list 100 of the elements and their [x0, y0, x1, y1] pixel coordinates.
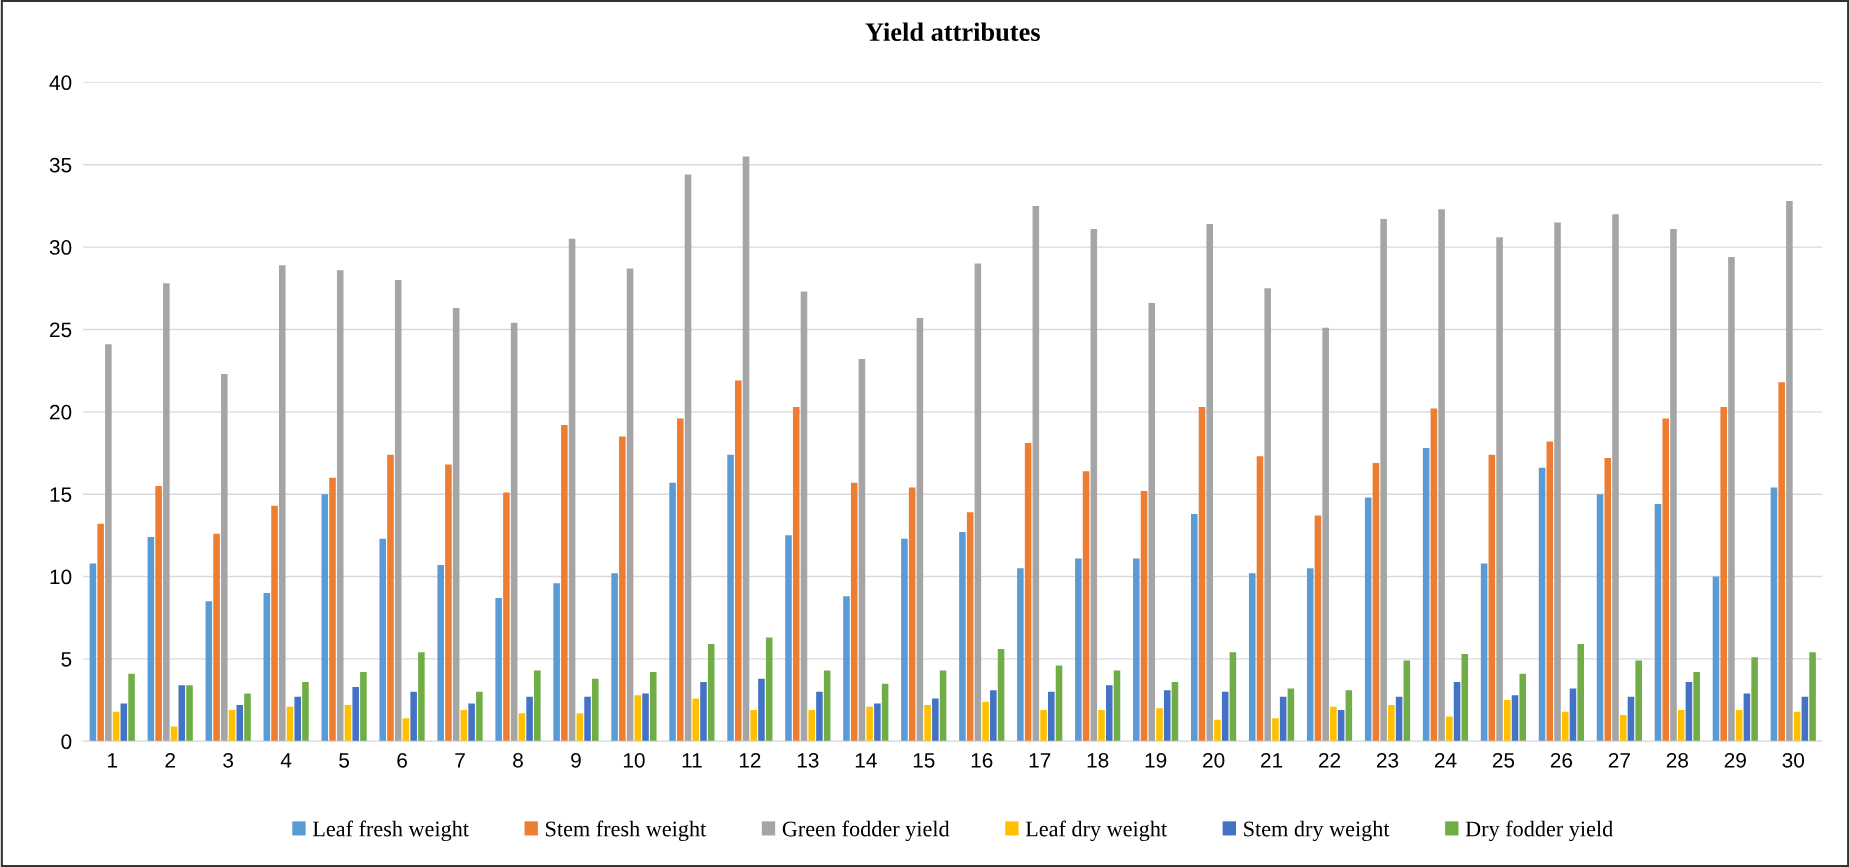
bar: [1446, 716, 1453, 742]
x-tick-label: 10: [623, 752, 645, 768]
bar: [808, 709, 815, 742]
bar: [1113, 670, 1121, 742]
bar: [619, 436, 626, 742]
x-tick-label: 16: [971, 752, 993, 768]
x-tick-label: 6: [397, 752, 407, 768]
bar: [120, 703, 128, 742]
bar: [503, 492, 510, 742]
bar: [495, 597, 502, 742]
bar: [908, 487, 916, 742]
bar: [213, 533, 220, 742]
x-tick-label: 21: [1261, 752, 1283, 768]
bar: [858, 359, 866, 742]
legend-label: Leaf fresh weight: [312, 820, 469, 842]
x-tick-label: 15: [913, 753, 935, 768]
bar: [1453, 681, 1461, 742]
bar: [1105, 685, 1113, 742]
bar: [700, 681, 707, 742]
bar: [1221, 691, 1229, 742]
bar: [1388, 705, 1395, 742]
bar: [561, 425, 568, 742]
bar: [669, 482, 676, 742]
bar: [271, 505, 278, 742]
bar: [1090, 228, 1098, 742]
x-tick-label: 14: [855, 753, 877, 768]
y-tick-label: 5: [61, 652, 72, 667]
legend-label: Dry fodder yield: [1465, 820, 1613, 842]
bar: [990, 690, 997, 742]
legend-label: Stem dry weight: [1244, 820, 1390, 842]
bar: [592, 678, 599, 742]
bar: [1735, 709, 1743, 742]
bar: [155, 485, 162, 742]
y-tick-label: 10: [50, 569, 72, 585]
x-tick-label: 23: [1376, 752, 1399, 768]
x-tick-label: 8: [513, 752, 523, 768]
bar: [966, 512, 974, 742]
bar: [460, 709, 468, 742]
bar: [634, 695, 642, 742]
bar: [228, 709, 236, 742]
x-tick-label: 12: [739, 752, 761, 768]
x-tick-label: 19: [1145, 752, 1167, 768]
bar: [534, 670, 541, 742]
y-tick-label: 0: [61, 734, 72, 750]
bar: [1720, 406, 1727, 742]
bar: [1538, 467, 1546, 742]
bar: [1654, 504, 1662, 742]
bar: [1496, 237, 1503, 742]
x-tick-label: 22: [1319, 752, 1341, 768]
bar: [1554, 222, 1561, 742]
bar: [1279, 696, 1287, 742]
bar: [1032, 205, 1040, 742]
bar: [1133, 558, 1140, 742]
y-tick-label: 30: [49, 240, 72, 255]
bar: [1322, 327, 1329, 742]
bar: [170, 726, 178, 742]
bar: [1751, 657, 1758, 742]
bar: [816, 691, 823, 742]
bar: [843, 596, 850, 742]
x-tick-label: 18: [1087, 752, 1109, 768]
bar: [1055, 665, 1063, 742]
bar: [1017, 568, 1024, 742]
bar: [402, 718, 410, 742]
x-tick-label: 2: [165, 752, 175, 768]
bar: [1612, 214, 1619, 742]
bar: [1171, 681, 1179, 742]
bar: [387, 454, 394, 742]
bar: [1256, 456, 1264, 742]
bar: [437, 565, 444, 742]
bar: [750, 709, 758, 742]
x-tick-label: 13: [797, 752, 819, 768]
bar: [1075, 558, 1082, 742]
bar: [294, 696, 302, 742]
x-tick-label: 17: [1029, 753, 1051, 768]
chart-title: Yield attributes: [865, 22, 1040, 42]
bar: [1248, 573, 1256, 742]
bar: [1048, 691, 1055, 742]
bar: [1480, 563, 1488, 742]
bar: [626, 268, 634, 742]
bar: [1619, 714, 1627, 742]
bar: [1098, 709, 1105, 742]
bar: [1337, 709, 1345, 742]
y-tick-label: 20: [50, 404, 72, 420]
bar: [1801, 696, 1809, 742]
bar: [1786, 200, 1793, 742]
bar: [758, 678, 765, 742]
x-tick-label: 11: [682, 753, 702, 768]
bar: [1380, 219, 1387, 742]
bar: [1728, 256, 1735, 742]
bar: [850, 482, 858, 742]
bar: [684, 174, 692, 742]
bar: [1712, 576, 1720, 742]
bar: [1685, 681, 1693, 742]
bar: [105, 344, 112, 742]
bar: [1287, 688, 1295, 742]
x-tick-label: 4: [280, 753, 292, 768]
bar: [1264, 288, 1271, 742]
bar: [445, 464, 452, 742]
bar: [329, 477, 336, 742]
y-tick-label: 25: [50, 322, 72, 338]
